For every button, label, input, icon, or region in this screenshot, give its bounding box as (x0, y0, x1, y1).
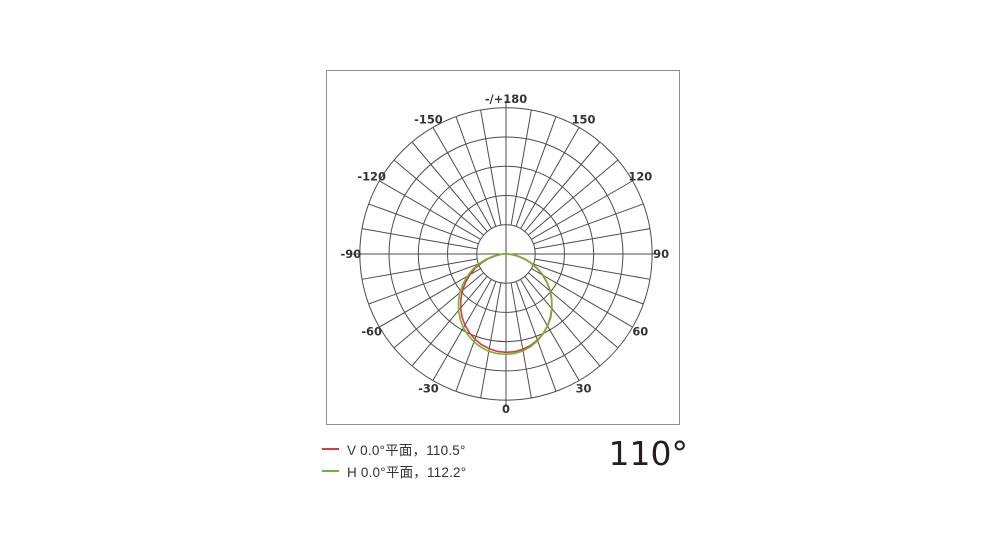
grid-spoke (455, 281, 497, 392)
grid-spoke (533, 263, 644, 305)
grid-spoke (393, 272, 484, 349)
grid-spoke (528, 272, 619, 349)
grid-spoke (534, 258, 651, 280)
v-plane-line-swatch (322, 448, 339, 450)
grid-spoke (455, 116, 497, 227)
angle-tick-label: 0 (502, 402, 510, 416)
angle-tick-label: -60 (361, 325, 382, 339)
grid-spoke (524, 276, 601, 367)
beam-angle-value: 110° (608, 434, 689, 473)
grid-spoke (368, 203, 479, 245)
grid-spoke (361, 258, 478, 280)
grid-spoke (480, 109, 502, 226)
angle-tick-label: -/+180 (485, 92, 527, 106)
angle-tick-label: 150 (572, 113, 596, 127)
grid-spoke (432, 279, 492, 381)
angle-tick-label: 30 (576, 381, 592, 395)
grid-spoke (533, 203, 644, 245)
legend-item-h-plane: H 0.0°平面，112.2° (322, 463, 467, 480)
grid-spoke (520, 127, 580, 229)
grid-spoke (531, 268, 633, 328)
grid-spoke (393, 159, 484, 236)
angle-tick-label: 60 (632, 325, 648, 339)
grid-spoke (379, 268, 481, 328)
grid-spoke (531, 180, 633, 240)
grid-spoke (379, 180, 481, 240)
v-plane-label: V 0.0°平面，110.5° (347, 443, 466, 458)
angle-tick-label: 90 (653, 247, 669, 261)
grid-spoke (515, 281, 557, 392)
grid-spoke (432, 127, 492, 229)
grid-spoke (368, 263, 479, 305)
angle-tick-label: -120 (357, 169, 386, 183)
legend: V 0.0°平面，110.5° H 0.0°平面，112.2° (322, 441, 467, 480)
grid-spoke (411, 141, 488, 232)
angle-tick-label: -90 (341, 247, 362, 261)
polar-chart-frame: 0 30 60 90 120 150 -/+180 -150 -120 -90 -60 -30 (326, 70, 680, 425)
series-h-curve (457, 253, 553, 356)
grid-spoke (510, 109, 532, 226)
grid-spoke (515, 116, 557, 227)
grid-spoke (520, 279, 580, 381)
h-plane-label: H 0.0°平面，112.2° (347, 465, 467, 480)
grid-spoke (534, 228, 651, 250)
grid-spoke (361, 228, 478, 250)
grid-spoke (480, 282, 502, 399)
grid-spoke (528, 159, 619, 236)
grid-spoke (411, 276, 488, 367)
legend-item-v-plane: V 0.0°平面，110.5° (322, 441, 466, 458)
h-plane-line-swatch (322, 470, 339, 472)
polar-diagram: 0 30 60 90 120 150 -/+180 -150 -120 -90 -60 -30 (341, 92, 670, 416)
angle-tick-label: -150 (414, 113, 443, 127)
grid-spoke (510, 282, 532, 399)
grid-spoke (524, 141, 601, 232)
angle-tick-label: 120 (628, 169, 652, 183)
angle-tick-label: -30 (418, 381, 439, 395)
